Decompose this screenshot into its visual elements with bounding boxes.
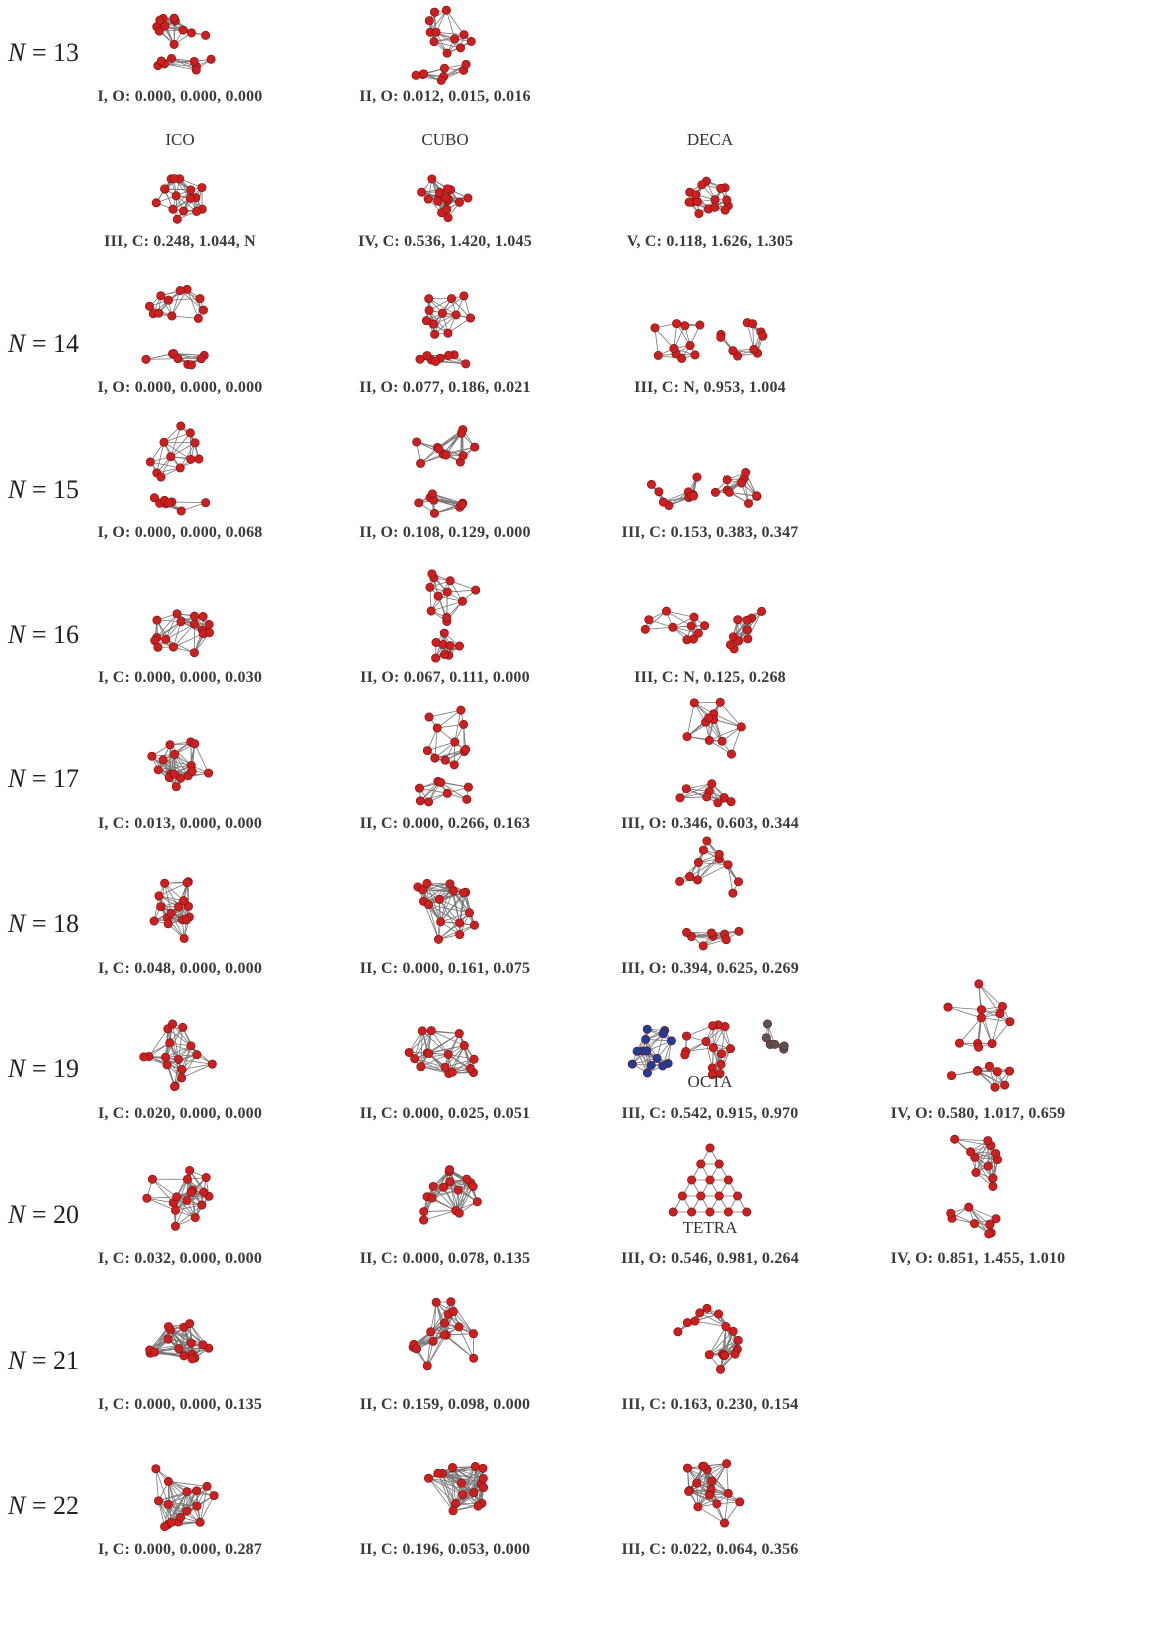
cluster-structure-15-2	[412, 425, 480, 518]
row-label: N = 20	[8, 1200, 80, 1229]
cluster-structure-13a-1	[152, 13, 216, 75]
cluster-caption: I, O: 0.000, 0.000, 0.068	[97, 524, 263, 541]
cluster-caption: II, C: 0.000, 0.266, 0.163	[359, 815, 531, 832]
cluster-structure-19-4	[943, 979, 1015, 1092]
cluster-caption: III, O: 0.346, 0.603, 0.344	[621, 815, 799, 832]
cluster-caption: II, C: 0.196, 0.053, 0.000	[359, 1541, 531, 1558]
cluster-caption: I, O: 0.000, 0.000, 0.000	[97, 379, 263, 396]
cluster-structure-14-2	[415, 291, 476, 369]
cluster-structure-15-1	[145, 421, 211, 516]
cluster-caption: III, C: 0.542, 0.915, 0.970	[621, 1105, 799, 1122]
cluster-caption: II, O: 0.077, 0.186, 0.021	[359, 379, 531, 396]
cluster-caption: IV, O: 0.580, 1.017, 0.659	[890, 1105, 1066, 1122]
cluster-caption: I, C: 0.013, 0.000, 0.000	[97, 815, 263, 832]
structure-type-label: CUBO	[421, 130, 469, 149]
cluster-caption: II, O: 0.012, 0.015, 0.016	[359, 88, 531, 105]
row-label: N = 16	[8, 620, 80, 649]
cluster-caption: V, C: 0.118, 1.626, 1.305	[626, 233, 794, 250]
cluster-caption: III, C: 0.248, 1.044, N	[104, 233, 256, 250]
structure-type-label: OCTA	[687, 1072, 733, 1091]
cluster-caption: I, C: 0.000, 0.000, 0.287	[97, 1541, 263, 1558]
cluster-caption: III, C: 0.163, 0.230, 0.154	[621, 1396, 799, 1413]
cluster-caption: II, C: 0.159, 0.098, 0.000	[359, 1396, 531, 1413]
row-label: N = 22	[8, 1491, 80, 1520]
cluster-structure-13b-2	[417, 174, 473, 223]
row-label: N = 13	[8, 38, 80, 67]
cluster-structure-19-2	[404, 1026, 479, 1078]
cluster-caption: I, C: 0.048, 0.000, 0.000	[97, 960, 263, 977]
cluster-caption: IV, O: 0.851, 1.455, 1.010	[890, 1250, 1066, 1267]
row-label: N = 17	[8, 764, 80, 793]
cluster-structure-15-3	[646, 467, 762, 511]
cluster-caption: III, C: N, 0.125, 0.268	[634, 669, 786, 686]
cluster-structure-20-3	[668, 1143, 752, 1217]
cluster-caption: II, O: 0.108, 0.129, 0.000	[359, 524, 531, 541]
cluster-caption: III, O: 0.394, 0.625, 0.269	[621, 960, 799, 977]
cluster-structure-20-4	[946, 1134, 1002, 1239]
cluster-structure-19-1	[139, 1019, 217, 1092]
cluster-structure-17-1	[147, 737, 214, 792]
row-label: N = 15	[8, 475, 80, 504]
cluster-structure-18-3	[675, 836, 744, 951]
cluster-caption: II, C: 0.000, 0.161, 0.075	[359, 960, 531, 977]
cluster-caption: I, C: 0.032, 0.000, 0.000	[97, 1250, 263, 1267]
cluster-structure-13b-1	[151, 174, 207, 224]
cluster-caption: III, C: N, 0.953, 1.004	[634, 379, 786, 396]
cluster-structure-16-3	[640, 606, 767, 654]
structure-type-label: ICO	[165, 130, 195, 149]
cluster-caption: I, C: 0.020, 0.000, 0.000	[97, 1105, 263, 1122]
cluster-caption: III, O: 0.546, 0.981, 0.264	[621, 1250, 799, 1267]
cluster-structure-19-3	[627, 1019, 789, 1080]
cluster-structure-16-2	[425, 569, 481, 663]
cluster-caption: III, C: 0.022, 0.064, 0.356	[621, 1541, 799, 1558]
cluster-structure-22-2	[424, 1461, 489, 1516]
cluster-caption: I, C: 0.000, 0.000, 0.030	[97, 669, 263, 686]
row-label: N = 18	[8, 909, 80, 938]
cluster-caption: IV, C: 0.536, 1.420, 1.045	[358, 233, 532, 250]
cluster-structure-17-3	[675, 697, 746, 808]
row-label: N = 14	[8, 329, 80, 358]
cluster-structure-21-1	[145, 1319, 214, 1364]
cluster-structure-18-1	[149, 877, 194, 943]
cluster-structure-13a-2	[411, 5, 476, 85]
cluster-caption: II, C: 0.000, 0.025, 0.051	[359, 1105, 531, 1122]
cluster-structure-16-1	[150, 609, 214, 658]
cluster-caption: III, C: 0.153, 0.383, 0.347	[621, 524, 799, 541]
cluster-structure-20-2	[419, 1165, 482, 1225]
cluster-structure-14-1	[141, 284, 209, 370]
cluster-structure-21-2	[408, 1297, 479, 1371]
cluster-structure-22-1	[151, 1464, 219, 1532]
row-label: N = 19	[8, 1054, 80, 1083]
cluster-caption: I, C: 0.000, 0.000, 0.135	[97, 1396, 263, 1413]
structure-type-label: TETRA	[682, 1218, 738, 1237]
cluster-caption: II, C: 0.000, 0.078, 0.135	[359, 1250, 531, 1267]
cluster-structure-21-3	[673, 1303, 743, 1374]
cluster-structure-18-2	[413, 878, 479, 944]
cluster-caption: II, O: 0.067, 0.111, 0.000	[360, 669, 530, 686]
cluster-structure-22-3	[682, 1459, 745, 1528]
cluster-structure-17-2	[414, 705, 473, 807]
cluster-structure-14-3	[650, 318, 768, 363]
cluster-caption: I, O: 0.000, 0.000, 0.000	[97, 88, 263, 105]
cluster-structure-13b-3	[684, 176, 733, 219]
row-label: N = 21	[8, 1346, 80, 1375]
structure-type-label: DECA	[686, 130, 734, 149]
cluster-structure-20-1	[142, 1165, 214, 1231]
